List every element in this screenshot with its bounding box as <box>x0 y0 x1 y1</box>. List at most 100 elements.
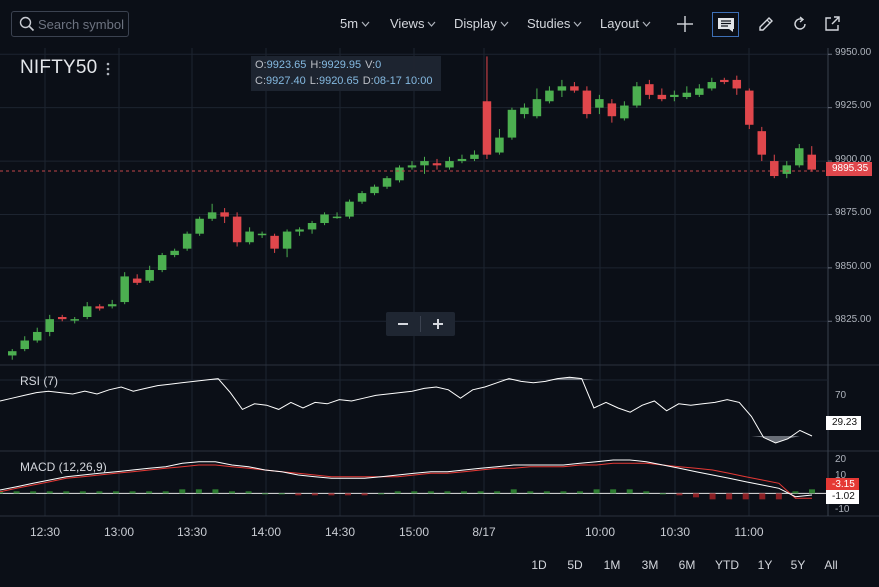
candle-body <box>657 94 667 100</box>
volume-label: V: <box>365 59 376 71</box>
candle-body <box>320 214 329 224</box>
chart-background <box>0 48 879 548</box>
macd-histogram-bar <box>311 493 318 496</box>
candle-body <box>607 103 617 117</box>
zoom-out-button[interactable] <box>386 312 420 336</box>
rsi-value-tag: 29.23 <box>826 416 862 430</box>
ohlc-tooltip: O:9923.65 H:9929.95 V:0 C:9927.40 L:9920… <box>251 56 441 91</box>
reset-icon[interactable] <box>788 12 812 36</box>
range-1y-button[interactable]: 1Y <box>757 558 773 572</box>
time-tick: 14:00 <box>250 525 282 539</box>
candle-body <box>795 148 804 166</box>
candle-body <box>770 161 779 177</box>
macd-line <box>0 459 813 498</box>
time-tick: 11:00 <box>734 525 764 539</box>
rsi-label[interactable]: RSI (7) <box>20 374 59 388</box>
candle-body <box>182 233 192 249</box>
display-dropdown[interactable]: Display <box>454 16 509 31</box>
range-3m-button[interactable]: 3M <box>641 558 659 572</box>
candle-body <box>195 218 204 234</box>
minus-icon <box>398 323 408 325</box>
macd-histogram-bar <box>162 491 169 494</box>
candle-body <box>545 90 554 102</box>
macd-label[interactable]: MACD (12,26,9) <box>20 460 107 474</box>
more-options-icon[interactable] <box>104 60 112 78</box>
candle-body <box>145 270 154 281</box>
candle-body <box>520 107 529 115</box>
candle-body <box>257 233 267 236</box>
search-input[interactable] <box>38 16 124 32</box>
macd-tick: -10 <box>835 504 850 515</box>
candle-body <box>95 306 104 309</box>
macd-histogram-bar <box>229 491 235 494</box>
popout-icon[interactable] <box>820 12 844 36</box>
macd-histogram-bar <box>709 493 716 500</box>
rsi-line <box>0 376 813 444</box>
candle-body <box>670 94 679 97</box>
price-tick: 9900.00 <box>835 154 872 165</box>
range-1m-button[interactable]: 1M <box>603 558 621 572</box>
range-5y-button[interactable]: 5Y <box>790 558 806 572</box>
candle-body <box>432 163 442 166</box>
range-5d-button[interactable]: 5D <box>567 558 583 572</box>
macd-histogram-bar <box>510 489 517 494</box>
range-1d-button[interactable]: 1D <box>531 558 547 572</box>
range-all-button[interactable]: All <box>824 558 838 572</box>
crosshair-icon[interactable] <box>673 12 697 36</box>
high-label: H: <box>310 59 322 71</box>
macd-histogram-bar <box>361 493 368 496</box>
candle-body <box>32 331 42 341</box>
macd-histogram-bar <box>742 493 749 500</box>
macd-histogram-bar <box>394 491 401 494</box>
display-label: Display <box>454 16 497 31</box>
candle-body <box>357 193 367 202</box>
macd-histogram-bar <box>96 491 103 494</box>
candle-body <box>532 99 542 117</box>
candle-body <box>620 105 629 119</box>
volume-value: 0 <box>375 59 382 71</box>
zoom-in-button[interactable] <box>421 312 455 336</box>
close-value: 9927.40 <box>266 75 306 87</box>
macd-histogram-bar <box>593 489 600 494</box>
zoom-divider <box>420 316 421 332</box>
macd-histogram-bar <box>195 489 202 494</box>
price-chart[interactable] <box>0 48 879 548</box>
time-tick: 15:00 <box>398 525 430 539</box>
macd-histogram-bar <box>63 491 70 494</box>
macd-histogram-bar <box>295 493 302 496</box>
range-6m-button[interactable]: 6M <box>678 558 696 572</box>
macd-histogram-bar <box>179 489 186 494</box>
macd-histogram-bar <box>759 493 766 500</box>
layout-dropdown[interactable]: Layout <box>600 16 651 31</box>
macd-histogram-bar <box>212 489 219 494</box>
interval-dropdown[interactable]: 5m <box>340 16 370 31</box>
price-tick: 9850.00 <box>835 261 872 272</box>
search-box[interactable] <box>11 11 129 37</box>
candle-body <box>57 317 67 320</box>
comment-icon[interactable] <box>712 12 739 37</box>
price-tick: 9875.00 <box>835 207 872 218</box>
candle-body <box>445 161 454 168</box>
studies-dropdown[interactable]: Studies <box>527 16 582 31</box>
zoom-control <box>386 312 455 336</box>
time-tick: 13:30 <box>176 525 208 539</box>
interval-label: 5m <box>340 16 359 31</box>
candle-body <box>720 79 729 83</box>
candle-body <box>107 304 117 307</box>
candle-body <box>157 255 167 271</box>
views-dropdown[interactable]: Views <box>390 16 436 31</box>
pencil-icon[interactable] <box>754 12 778 36</box>
candle-body <box>420 161 429 166</box>
time-tick: 12:30 <box>29 525 61 539</box>
macd-signal-line <box>0 462 812 499</box>
candle-body <box>282 231 292 249</box>
chevron-down-icon <box>361 21 370 27</box>
plus-icon <box>433 319 443 329</box>
candle-body <box>307 223 317 230</box>
range-ytd-button[interactable]: YTD <box>715 558 739 572</box>
range-bar <box>0 547 879 587</box>
macd-histogram-bar <box>129 491 136 494</box>
price-tick: 9950.00 <box>835 47 872 58</box>
candle-body <box>82 306 92 318</box>
chevron-down-icon <box>573 21 582 27</box>
